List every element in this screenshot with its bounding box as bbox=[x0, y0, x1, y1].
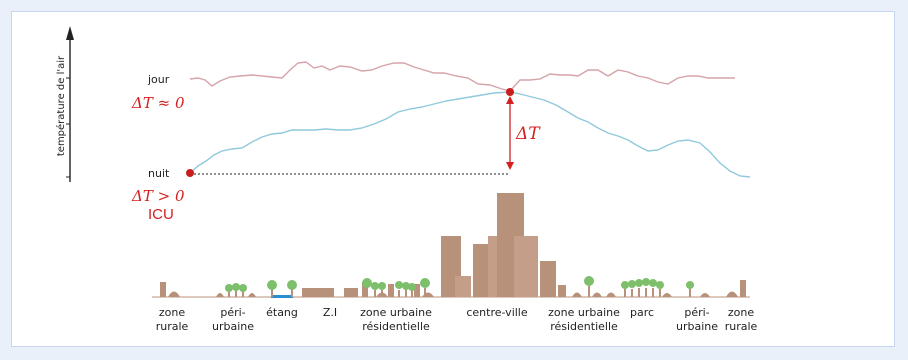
tree-group-park bbox=[621, 278, 664, 297]
zone-label-line1: péri- bbox=[220, 306, 246, 319]
zone-label-line2: urbaine bbox=[675, 320, 718, 333]
day-label: jour bbox=[148, 73, 170, 86]
zone-label-line1: zone bbox=[158, 306, 186, 319]
rural-night-marker bbox=[186, 169, 194, 177]
city-night-marker bbox=[506, 88, 514, 96]
zone-label: Z.I bbox=[280, 306, 380, 320]
tree-group-res-right bbox=[584, 276, 594, 297]
zone-label-line2: rurale bbox=[724, 320, 758, 333]
hill-res-right-2 bbox=[592, 292, 602, 297]
tree-group-peri-right bbox=[686, 281, 694, 297]
building-centre-8 bbox=[558, 285, 566, 297]
y-axis-arrow bbox=[66, 26, 74, 40]
hill-peri-right-2 bbox=[700, 293, 710, 297]
zone-label: zone rurale bbox=[122, 306, 222, 334]
building-centre-3 bbox=[473, 244, 489, 297]
zone-label: étang bbox=[232, 306, 332, 320]
tree-group-peri-left bbox=[225, 283, 247, 297]
hill-res-right-3 bbox=[606, 292, 616, 297]
zone-label-line2: résidentielle bbox=[362, 320, 430, 333]
hill-res-right-1 bbox=[572, 292, 582, 297]
zone-label: parc bbox=[592, 306, 692, 320]
zone-label: zone urbaine résidentielle bbox=[346, 306, 446, 334]
building-zi-2 bbox=[344, 288, 358, 297]
tree-group-res-left bbox=[362, 278, 430, 297]
building-rural-right bbox=[740, 280, 746, 297]
zone-label-line2: rurale bbox=[155, 320, 189, 333]
zone-label: péri-urbaine bbox=[183, 306, 283, 334]
zone-label-line1: parc bbox=[629, 306, 655, 319]
hill-peri-left bbox=[216, 293, 224, 297]
zone-label-line1: zone bbox=[727, 306, 755, 319]
zone-label-line1: étang bbox=[266, 306, 298, 319]
building-centre-2 bbox=[455, 276, 471, 297]
building-zi-1 bbox=[302, 288, 334, 297]
delta-t-label: ΔT bbox=[516, 124, 540, 144]
zone-label-line1: Z.I bbox=[322, 306, 338, 319]
building-res-left-3 bbox=[414, 284, 420, 297]
hill-rural-left bbox=[168, 291, 180, 297]
delta-t-arrow-head-top bbox=[506, 96, 514, 104]
building-res-left-1 bbox=[362, 282, 368, 297]
night-temperature-curve bbox=[189, 91, 751, 178]
hill-peri-right-1 bbox=[662, 293, 672, 297]
landscape bbox=[160, 193, 746, 297]
building-centre-7 bbox=[540, 261, 556, 297]
zone-label-line1: péri- bbox=[684, 306, 710, 319]
zone-label-line1: zone urbaine bbox=[548, 306, 620, 319]
building-rural-left bbox=[160, 282, 166, 297]
delta-night-formula: ΔT > 0 bbox=[132, 187, 185, 205]
night-label: nuit bbox=[148, 167, 170, 180]
building-res-left-2 bbox=[388, 284, 394, 297]
pond-water bbox=[271, 295, 293, 298]
tree-group-pond bbox=[267, 280, 297, 297]
delta-t-arrow-head-bottom bbox=[506, 162, 514, 170]
delta-day-formula: ΔT ≈ 0 bbox=[132, 94, 185, 112]
zone-label-line1: centre-ville bbox=[466, 306, 528, 319]
hill-peri-left-2 bbox=[248, 293, 256, 297]
zone-label-line2: résidentielle bbox=[550, 320, 618, 333]
zone-label-line2: urbaine bbox=[211, 320, 254, 333]
icu-label: ICU bbox=[148, 206, 174, 223]
zone-label: zone rurale bbox=[691, 306, 791, 334]
building-centre-6 bbox=[514, 236, 538, 297]
zone-label: zone urbaine résidentielle bbox=[534, 306, 634, 334]
zone-label: centre-ville bbox=[447, 306, 547, 320]
day-temperature-curve bbox=[189, 61, 735, 92]
zone-label: péri-urbaine bbox=[647, 306, 747, 334]
y-axis-label: température de l'air bbox=[56, 55, 67, 157]
trees bbox=[225, 276, 694, 297]
hill-res-left-2 bbox=[422, 292, 434, 297]
zone-label-line1: zone urbaine bbox=[360, 306, 432, 319]
hill-rural-right bbox=[726, 291, 738, 297]
